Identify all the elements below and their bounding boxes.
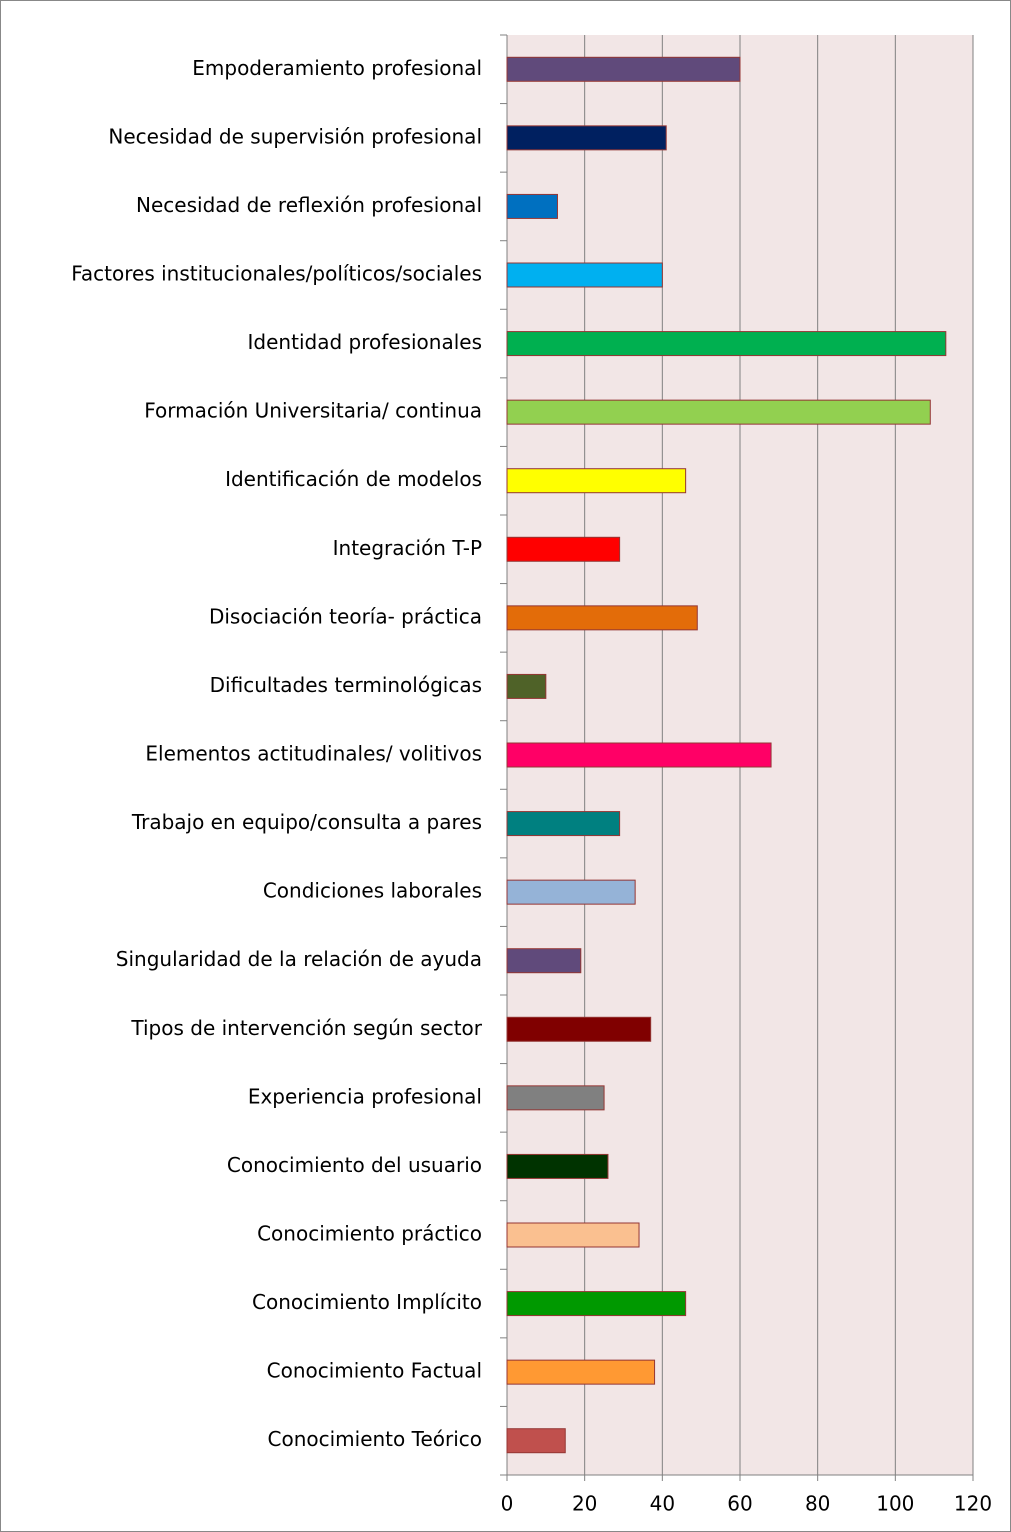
y-tick-label: Elementos actitudinales/ volitivos — [145, 742, 482, 766]
x-tick-label: 40 — [650, 1492, 675, 1516]
y-tick-label: Identificación de modelos — [225, 467, 482, 491]
bar — [506, 56, 741, 82]
bar — [506, 125, 667, 151]
bar — [506, 1016, 652, 1042]
y-tick-label: Trabajo en equipo/consulta a pares — [131, 810, 482, 834]
y-tick-label: Disociación teoría- práctica — [209, 604, 482, 628]
y-tick-label: Singularidad de la relación de ayuda — [116, 947, 482, 971]
y-tick-label: Factores institucionales/políticos/socia… — [71, 262, 482, 286]
bar — [506, 605, 698, 631]
x-tick-label: 0 — [501, 1492, 514, 1516]
x-tick-label: 80 — [805, 1492, 830, 1516]
bar — [506, 536, 621, 562]
bar — [506, 1359, 656, 1385]
y-tick-label: Conocimiento Implícito — [252, 1290, 482, 1314]
bar — [506, 742, 772, 768]
y-tick-label: Conocimiento Teórico — [268, 1427, 483, 1451]
bar — [506, 948, 582, 974]
y-tick-label: Dificultades terminológicas — [210, 673, 482, 697]
y-tick-label: Formación Universitaria/ continua — [144, 399, 482, 423]
bar — [506, 673, 547, 699]
y-tick-label: Conocimiento del usuario — [227, 1153, 482, 1177]
bar — [506, 1222, 640, 1248]
y-tick-label: Necesidad de reflexión profesional — [136, 193, 482, 217]
y-tick-label: Condiciones laborales — [263, 879, 482, 903]
bar — [506, 1428, 566, 1454]
y-tick-label: Conocimiento Factual — [267, 1359, 482, 1383]
y-tick-label: Conocimiento práctico — [257, 1222, 482, 1246]
bar — [506, 331, 947, 357]
y-tick-label: Empoderamiento profesional — [192, 56, 482, 80]
x-tick-label: 120 — [954, 1492, 992, 1516]
x-tick-label: 60 — [727, 1492, 752, 1516]
y-tick-label: Necesidad de supervisión profesional — [108, 124, 482, 148]
bar — [506, 1291, 687, 1317]
y-tick-label: Tipos de intervención según sector — [130, 1016, 482, 1040]
bar — [506, 193, 558, 219]
bar — [506, 399, 931, 425]
bar — [506, 879, 636, 905]
x-tick-label: 100 — [876, 1492, 914, 1516]
bar — [506, 468, 687, 494]
y-tick-label: Integración T-P — [333, 536, 482, 560]
y-tick-label: Experiencia profesional — [248, 1084, 482, 1108]
bar — [506, 1085, 605, 1111]
bar — [506, 811, 621, 837]
y-tick-label: Identidad profesionales — [248, 330, 482, 354]
bar — [506, 1153, 609, 1179]
bar — [506, 262, 663, 288]
x-tick-label: 20 — [572, 1492, 597, 1516]
